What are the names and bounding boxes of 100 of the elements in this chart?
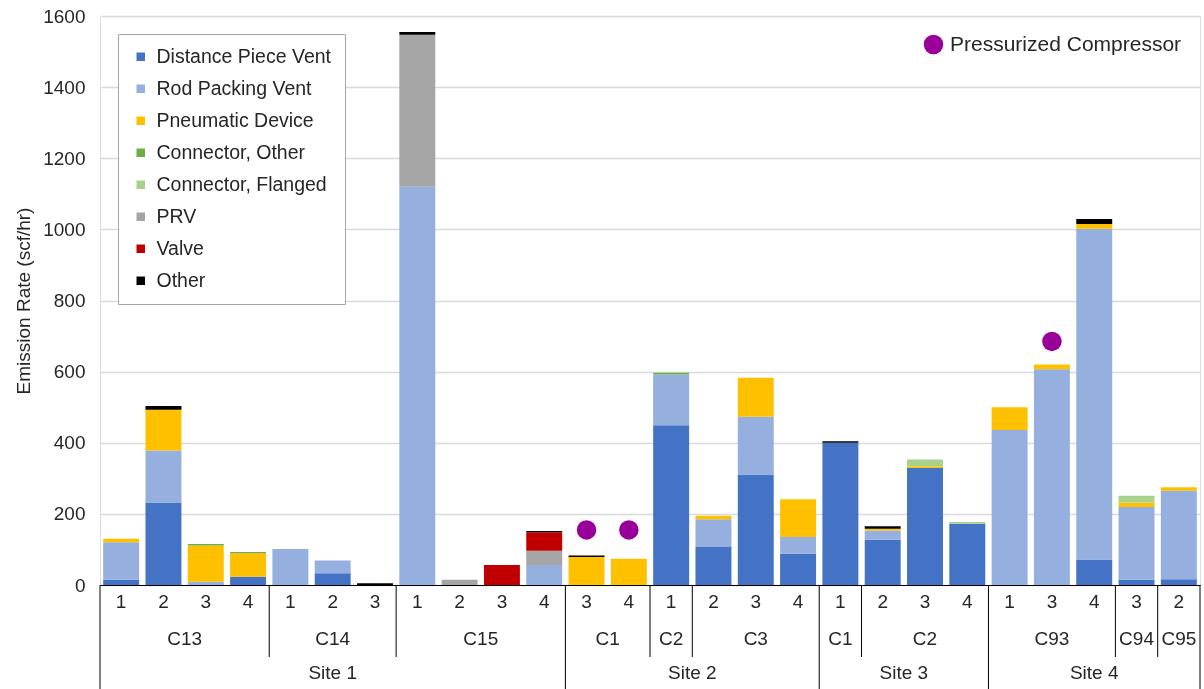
bar	[1076, 224, 1113, 229]
text: C14	[315, 628, 351, 649]
legend-label: Distance Piece Vent	[156, 44, 332, 67]
x-tick-label: 4	[1088, 590, 1100, 612]
legend-label: Rod Packing Vent	[156, 76, 313, 99]
text: C1	[828, 628, 853, 649]
bar	[610, 558, 647, 585]
text: C93	[1034, 628, 1070, 649]
bar	[1160, 490, 1197, 580]
bar	[864, 530, 901, 540]
x-tick-label: 2	[1173, 590, 1185, 612]
bar	[314, 573, 351, 585]
x-tick-label: 3	[581, 590, 592, 612]
x-tick-label: 3	[1131, 590, 1142, 612]
bar	[145, 406, 182, 410]
legend-label: Connector, Flanged	[156, 172, 327, 195]
legend-label: Pressurized Compressor	[950, 31, 1182, 55]
text: C15	[463, 628, 499, 649]
bar	[695, 519, 732, 547]
x-tick-label: 1	[835, 590, 846, 612]
bar	[187, 581, 224, 585]
text: Site 2	[668, 662, 717, 683]
bar	[568, 556, 605, 585]
bar	[653, 374, 690, 426]
bar	[907, 459, 943, 467]
bar	[272, 549, 309, 585]
legend-label: PRV	[156, 204, 197, 227]
y-axis-title: Emission Rate (scf/hr)	[13, 207, 35, 395]
bar	[1160, 579, 1197, 585]
x-tick-label: 2	[877, 590, 888, 612]
x-tick-label: 1	[285, 590, 296, 612]
y-tick-label: 0	[74, 574, 86, 596]
x-tick-label: 3	[369, 590, 381, 612]
bar	[145, 409, 182, 451]
text: Site 4	[1069, 662, 1119, 683]
x-tick-label: 2	[327, 590, 338, 612]
bar	[399, 34, 436, 187]
legend-label: Pneumatic Device	[156, 108, 314, 131]
bar	[483, 565, 520, 585]
bar	[864, 539, 901, 585]
text: Site 1	[308, 662, 357, 683]
bar	[145, 450, 182, 503]
bar	[103, 542, 140, 580]
bar	[737, 377, 774, 417]
y-tick-label: 200	[53, 503, 86, 525]
bar	[991, 407, 1028, 430]
bar	[526, 532, 563, 551]
y-tick-label: 1000	[43, 218, 86, 240]
x-tick-label: 4	[538, 590, 550, 612]
y-tick-label: 400	[53, 432, 86, 454]
legend-label: Other	[156, 268, 206, 291]
x-tick-label: 1	[665, 590, 677, 612]
bar	[230, 576, 267, 585]
x-tick-label: 3	[919, 590, 931, 612]
legend-label: Connector, Other	[156, 140, 306, 163]
y-tick-label: 1400	[43, 76, 86, 98]
x-tick-label: 4	[962, 590, 974, 612]
x-tick-label: 2	[708, 590, 719, 612]
x-tick-label: 3	[750, 590, 762, 612]
bar	[103, 579, 140, 585]
bar	[145, 502, 182, 585]
y-tick-label: 600	[53, 361, 86, 383]
bar	[1076, 559, 1113, 585]
bar	[1118, 502, 1155, 508]
legend-label: Valve	[156, 236, 204, 259]
text: C94	[1119, 628, 1155, 649]
bar	[399, 32, 436, 35]
text: C2	[912, 628, 938, 649]
bar	[991, 429, 1028, 585]
x-tick-label: 3	[200, 590, 212, 612]
bar	[780, 499, 817, 537]
text: Site 3	[879, 662, 929, 683]
bar	[1160, 487, 1197, 491]
bar	[1118, 507, 1155, 580]
text: C1	[595, 628, 620, 649]
x-tick-label: 4	[792, 590, 804, 612]
text: C13	[167, 628, 203, 649]
x-tick-label: 1	[1004, 590, 1015, 612]
bar	[1118, 579, 1155, 585]
bar	[737, 474, 774, 585]
bar	[780, 536, 817, 554]
bar	[1076, 219, 1113, 225]
bar	[526, 550, 563, 566]
text: C95	[1161, 628, 1197, 649]
x-tick-label: 2	[454, 590, 465, 612]
bar	[653, 425, 690, 585]
x-tick-label: 1	[115, 590, 127, 612]
x-tick-label: 4	[623, 590, 635, 612]
bar	[399, 186, 436, 585]
bar	[187, 545, 224, 582]
y-tick-label: 1600	[43, 5, 86, 27]
bar	[949, 523, 986, 585]
bar	[1076, 228, 1113, 560]
y-tick-label: 1200	[43, 147, 86, 169]
text: C2	[659, 628, 684, 649]
x-tick-label: 1	[412, 590, 423, 612]
y-tick-label: 800	[53, 290, 86, 311]
bar	[822, 442, 859, 585]
x-tick-label: 3	[496, 590, 508, 612]
x-tick-label: 3	[1046, 590, 1058, 612]
